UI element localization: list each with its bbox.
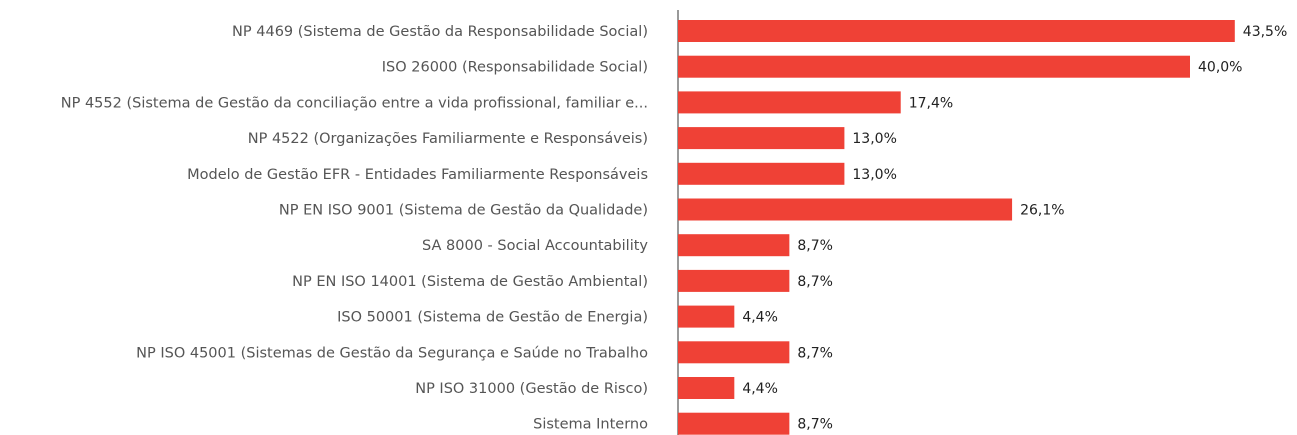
- bar: [678, 412, 790, 435]
- value-label: 8,7%: [797, 417, 833, 433]
- value-label: 8,7%: [797, 274, 833, 290]
- value-label: 13,0%: [852, 167, 896, 183]
- category-label: NP EN ISO 14001 (Sistema de Gestão Ambie…: [292, 274, 648, 290]
- value-label: 4,4%: [742, 381, 778, 397]
- category-label: ISO 26000 (Responsabilidade Social): [382, 60, 648, 76]
- value-label: 13,0%: [852, 131, 896, 147]
- bar: [678, 234, 790, 257]
- bar: [678, 127, 845, 150]
- bar: [678, 269, 790, 292]
- value-label: 26,1%: [1020, 203, 1064, 219]
- bar: [678, 162, 845, 185]
- bar: [678, 20, 1235, 42]
- value-label: 8,7%: [797, 238, 833, 254]
- category-label: NP 4469 (Sistema de Gestão da Responsabi…: [232, 24, 648, 40]
- category-label: NP ISO 31000 (Gestão de Risco): [415, 381, 648, 397]
- category-label: NP 4522 (Organizações Familiarmente e Re…: [248, 131, 648, 147]
- category-label: NP EN ISO 9001 (Sistema de Gestão da Qua…: [279, 203, 648, 219]
- bar: [678, 198, 1013, 221]
- category-label: NP 4552 (Sistema de Gestão da conciliaçã…: [61, 95, 648, 111]
- value-label: 17,4%: [909, 95, 953, 111]
- value-label: 43,5%: [1243, 24, 1287, 40]
- value-label: 40,0%: [1198, 60, 1242, 76]
- category-label: SA 8000 - Social Accountability: [422, 238, 648, 254]
- bar: [678, 305, 735, 328]
- value-label: 4,4%: [742, 310, 778, 326]
- category-label: NP ISO 45001 (Sistemas de Gestão da Segu…: [136, 345, 648, 361]
- category-label: Modelo de Gestão EFR - Entidades Familia…: [187, 167, 648, 183]
- bar: [678, 55, 1190, 78]
- bar: [678, 91, 901, 114]
- category-label: Sistema Interno: [533, 417, 648, 433]
- bar: [678, 341, 790, 364]
- bar: [678, 377, 735, 399]
- value-label: 8,7%: [797, 345, 833, 361]
- category-label: ISO 50001 (Sistema de Gestão de Energia): [337, 310, 648, 326]
